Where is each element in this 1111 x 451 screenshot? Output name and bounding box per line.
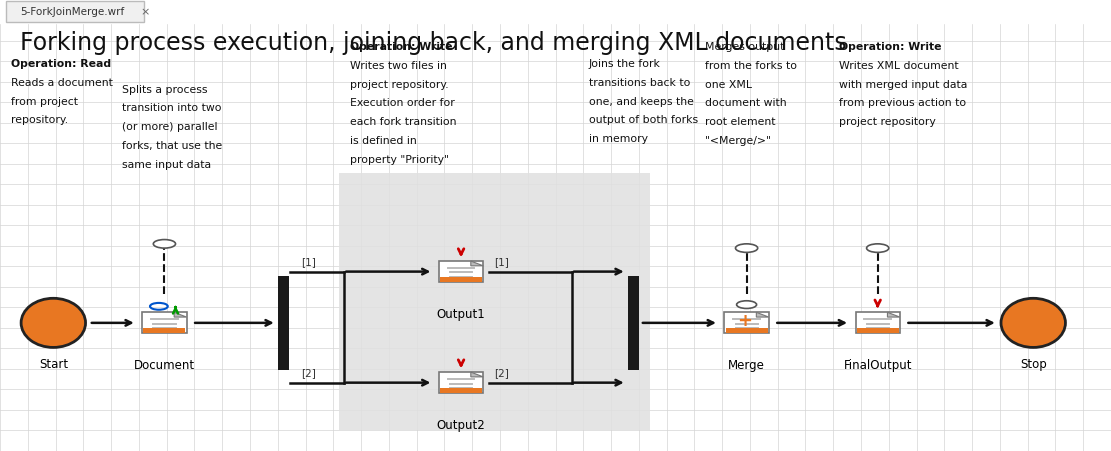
Text: project repository: project repository: [839, 117, 935, 127]
Circle shape: [867, 244, 889, 253]
Polygon shape: [757, 313, 769, 318]
Text: Merges output: Merges output: [705, 42, 784, 52]
Text: "<Merge/>": "<Merge/>": [705, 136, 771, 146]
Bar: [440, 277, 482, 282]
Text: Execution order for: Execution order for: [350, 98, 454, 108]
Text: [1]: [1]: [494, 256, 509, 267]
Bar: [143, 329, 186, 333]
Text: Splits a process: Splits a process: [122, 84, 208, 94]
Text: root element: root element: [705, 117, 775, 127]
Text: [2]: [2]: [301, 367, 316, 377]
Bar: [857, 329, 899, 333]
Text: with merged input data: with merged input data: [839, 79, 968, 89]
Text: Output1: Output1: [437, 308, 486, 320]
Text: Output2: Output2: [437, 418, 486, 431]
Text: same input data: same input data: [122, 160, 211, 170]
Text: document with: document with: [705, 98, 787, 108]
Text: (or more) parallel: (or more) parallel: [122, 122, 218, 132]
Polygon shape: [888, 313, 900, 318]
Text: from previous action to: from previous action to: [839, 98, 965, 108]
Bar: [439, 262, 483, 282]
Text: Operation: Write: Operation: Write: [350, 42, 452, 52]
Text: Operation: Write: Operation: Write: [839, 42, 941, 52]
Text: Reads a document: Reads a document: [11, 78, 113, 87]
Bar: [278, 276, 289, 370]
Text: Writes XML document: Writes XML document: [839, 60, 959, 71]
Circle shape: [735, 244, 758, 253]
Text: +: +: [737, 312, 752, 330]
Bar: [440, 388, 482, 393]
Text: Document: Document: [133, 359, 196, 372]
Ellipse shape: [1001, 299, 1065, 348]
Text: FinalOutput: FinalOutput: [843, 359, 912, 372]
Circle shape: [153, 240, 176, 249]
Text: [2]: [2]: [494, 367, 509, 377]
Bar: [628, 276, 639, 370]
Polygon shape: [471, 372, 483, 377]
Circle shape: [737, 301, 757, 309]
Text: is defined in: is defined in: [350, 136, 417, 146]
Text: repository.: repository.: [11, 115, 68, 125]
Text: Joins the fork: Joins the fork: [589, 59, 661, 69]
Text: Start: Start: [39, 357, 68, 370]
Bar: [724, 313, 769, 334]
Text: output of both forks: output of both forks: [589, 115, 698, 125]
Text: 5-ForkJoinMerge.wrf: 5-ForkJoinMerge.wrf: [20, 7, 124, 17]
Polygon shape: [471, 262, 483, 266]
Text: forks, that use the: forks, that use the: [122, 141, 222, 151]
Text: project repository.: project repository.: [350, 79, 449, 89]
Bar: [142, 313, 187, 334]
Text: Forking process execution, joining back, and merging XML documents: Forking process execution, joining back,…: [20, 31, 847, 55]
Text: Writes two files in: Writes two files in: [350, 60, 447, 71]
Text: Merge: Merge: [728, 359, 765, 372]
Text: in memory: in memory: [589, 134, 648, 144]
Text: [1]: [1]: [301, 256, 316, 267]
Text: ×: ×: [140, 7, 149, 17]
Text: from project: from project: [11, 97, 78, 106]
Polygon shape: [174, 313, 187, 318]
Text: one, and keeps the: one, and keeps the: [589, 97, 693, 106]
Text: transition into two: transition into two: [122, 103, 222, 113]
Text: Operation: Read: Operation: Read: [11, 59, 111, 69]
Bar: [855, 313, 900, 334]
Text: transitions back to: transitions back to: [589, 78, 690, 87]
Text: from the forks to: from the forks to: [705, 60, 798, 71]
Text: property "Priority": property "Priority": [350, 154, 449, 164]
Bar: [439, 372, 483, 393]
Ellipse shape: [21, 299, 86, 348]
Text: one XML: one XML: [705, 79, 752, 89]
Text: Stop: Stop: [1020, 357, 1047, 370]
Text: each fork transition: each fork transition: [350, 117, 457, 127]
FancyBboxPatch shape: [6, 2, 144, 23]
Bar: [725, 329, 768, 333]
Bar: [339, 174, 650, 430]
